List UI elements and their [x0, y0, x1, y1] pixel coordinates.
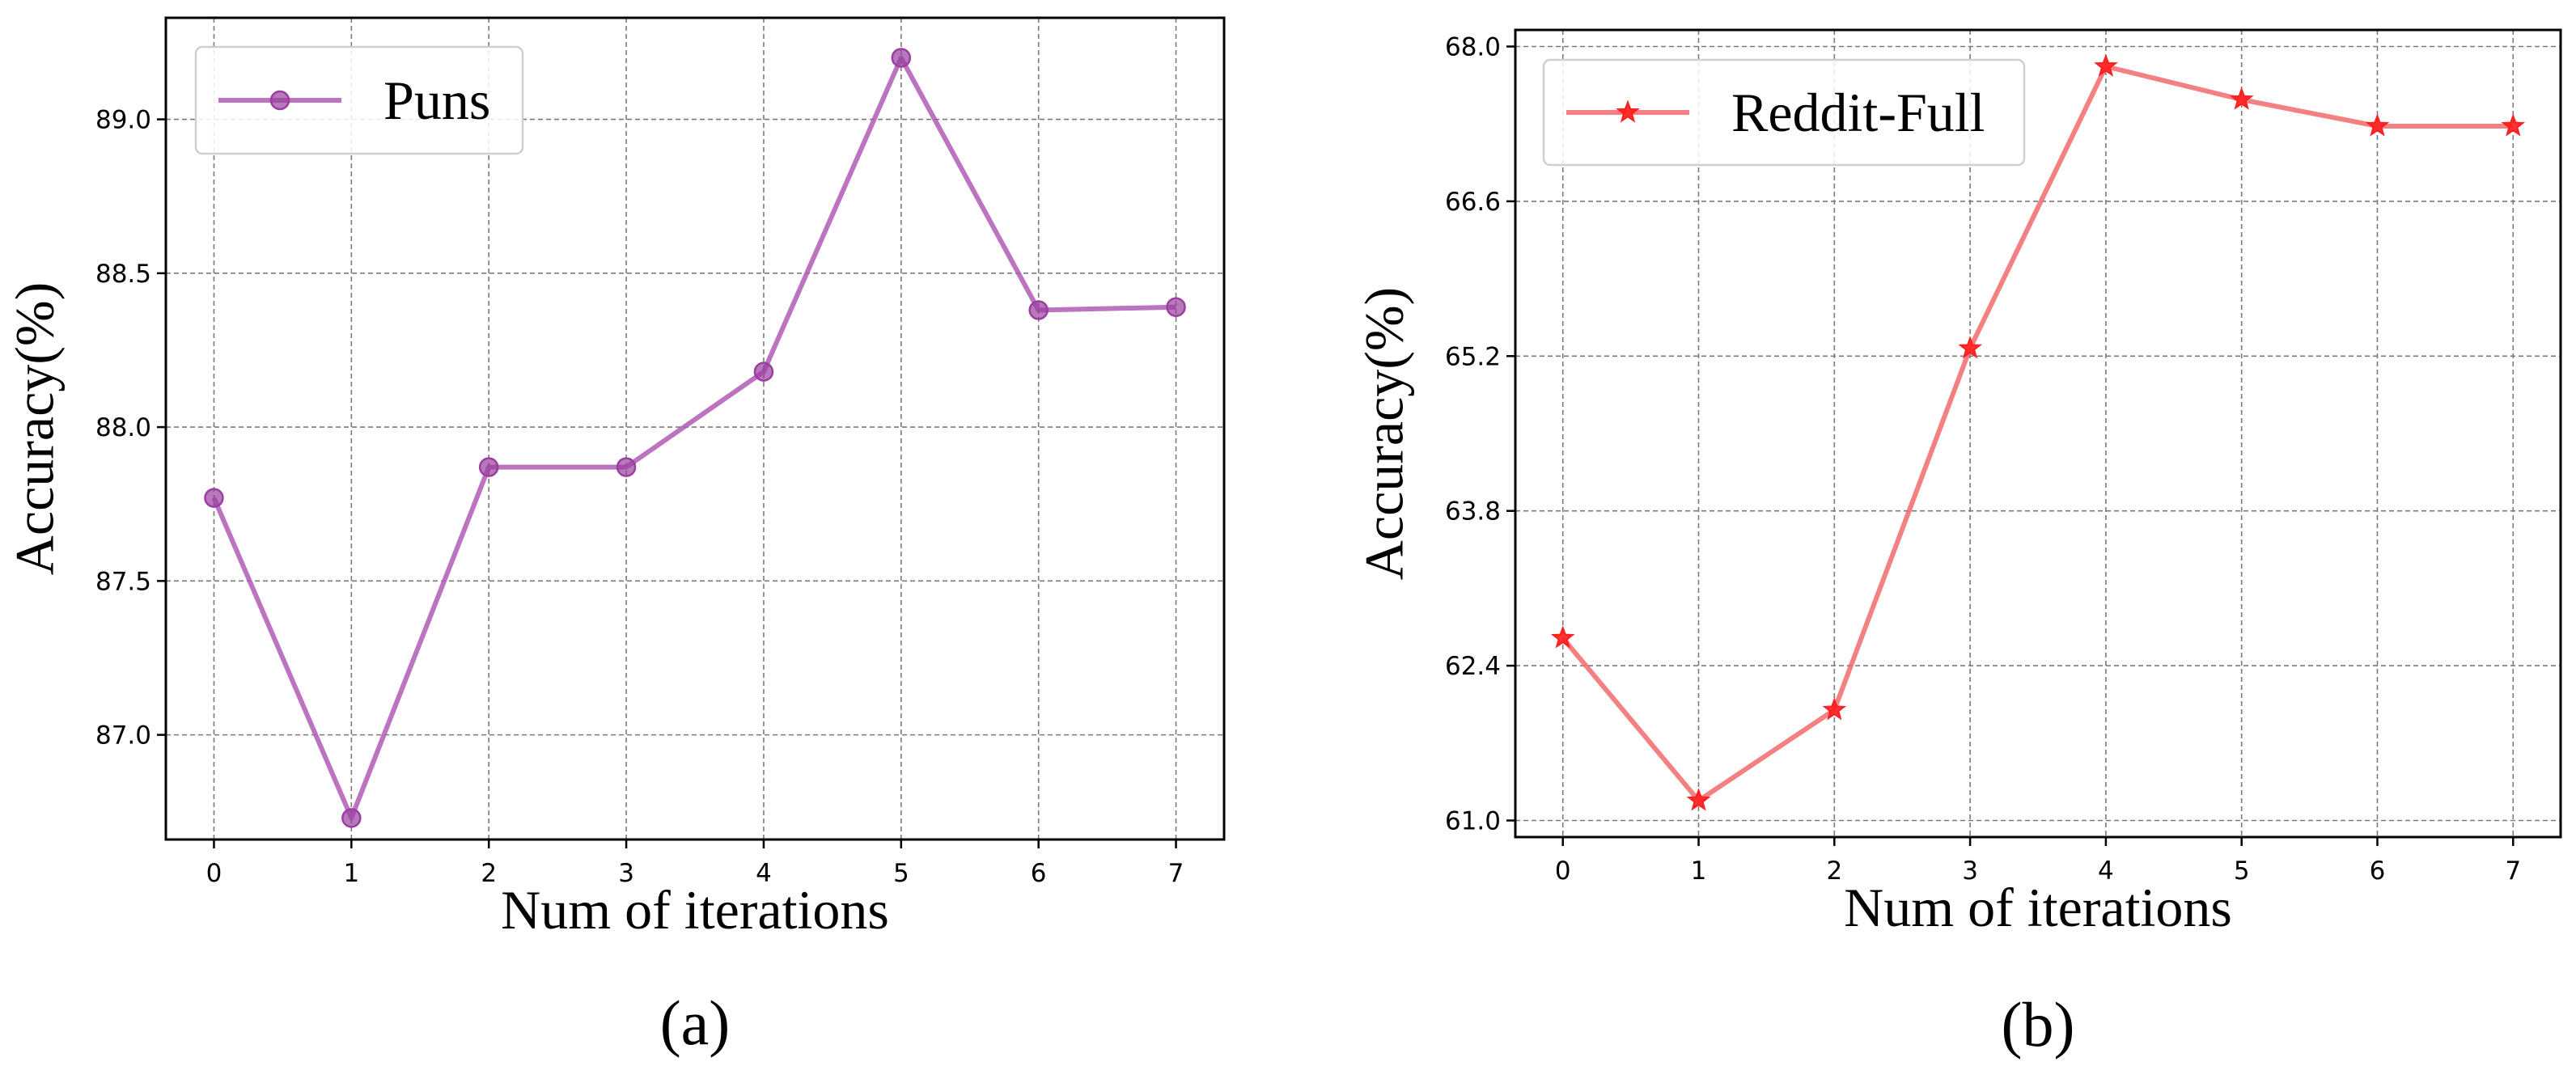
legend-b: Reddit-Full — [1542, 58, 2026, 167]
x-tick-label: 5 — [2234, 856, 2250, 886]
y-tick-label: 88.5 — [95, 260, 151, 289]
y-tick-label: 63.8 — [1445, 497, 1501, 527]
y-tick-label: 62.4 — [1445, 652, 1501, 681]
panel-caption: (a) — [660, 988, 731, 1058]
y-tick-label: 88.0 — [95, 413, 151, 442]
y-tick-label: 89.0 — [95, 106, 151, 135]
data-point — [2094, 53, 2118, 77]
data-point — [1028, 300, 1049, 320]
x-tick-label: 7 — [2505, 856, 2521, 886]
y-tick-label: 87.0 — [95, 721, 151, 751]
data-point — [204, 488, 224, 508]
legend-label: Reddit-Full — [1731, 82, 1985, 143]
x-tick-label: 1 — [343, 859, 359, 888]
data-point — [1822, 697, 1847, 721]
x-tick-label: 2 — [481, 859, 497, 888]
x-tick-label: 1 — [1691, 856, 1707, 886]
grid-a — [166, 18, 1224, 840]
y-tick-label: 87.5 — [95, 567, 151, 596]
y-tick-label: 65.2 — [1445, 342, 1501, 371]
series-reddit-full — [1550, 53, 2526, 811]
data-point — [753, 362, 774, 382]
x-tick-label: 4 — [2098, 856, 2114, 886]
data-point — [478, 457, 499, 477]
data-point — [1958, 336, 1982, 359]
data-point — [341, 808, 362, 828]
x-tick-label: 7 — [1168, 859, 1184, 888]
data-point — [1686, 788, 1711, 811]
y-tick-label: 66.6 — [1445, 188, 1501, 217]
x-tick-label: 6 — [1031, 859, 1047, 888]
y-ticks-b: 61.0 62.4 63.8 65.2 66.6 68.0 — [1445, 33, 1515, 835]
data-point — [891, 48, 912, 68]
series-line-puns — [211, 55, 1176, 821]
plot-frame-b — [1514, 28, 2562, 839]
x-ticks-a: 0 1 2 3 4 5 6 7 — [206, 840, 1184, 888]
x-tick-label: 0 — [206, 859, 222, 888]
legend-marker-circle-icon — [269, 90, 290, 111]
chart-panel-b: 61.0 62.4 63.8 65.2 66.6 68.0 0 1 2 3 4 … — [1354, 28, 2562, 1059]
x-tick-label: 5 — [893, 859, 909, 888]
series-line-reddit-full — [1561, 64, 2514, 803]
chart-panel-a: 87.0 87.5 88.0 88.5 89.0 0 1 2 3 4 5 6 7 — [4, 16, 1226, 1058]
legend-box — [194, 45, 524, 155]
data-point — [2501, 113, 2526, 137]
x-axis-label: Num of iterations — [501, 879, 889, 941]
y-tick-label: 68.0 — [1445, 33, 1501, 62]
grid-b — [1515, 30, 2561, 837]
y-axis-label: Accuracy(%) — [1354, 287, 1415, 580]
data-point — [2365, 113, 2390, 137]
y-tick-label: 61.0 — [1445, 806, 1501, 835]
data-point — [616, 457, 637, 477]
x-ticks-b: 0 1 2 3 4 5 6 7 — [1555, 837, 2521, 886]
data-point — [1166, 297, 1186, 317]
legend-label: Puns — [383, 70, 490, 131]
x-axis-label: Num of iterations — [1844, 877, 2232, 938]
x-tick-label: 2 — [1826, 856, 1842, 886]
panel-caption: (b) — [2002, 989, 2075, 1059]
legend-box — [1542, 58, 2026, 167]
x-tick-label: 3 — [1962, 856, 1978, 886]
data-point — [1550, 625, 1575, 649]
series-puns — [204, 48, 1186, 828]
plot-frame-a — [164, 16, 1226, 841]
data-point — [2229, 87, 2254, 110]
x-tick-label: 4 — [756, 859, 772, 888]
x-tick-label: 0 — [1555, 856, 1571, 886]
y-ticks-a: 87.0 87.5 88.0 88.5 89.0 — [95, 106, 166, 751]
y-axis-label: Accuracy(%) — [4, 282, 66, 575]
legend-marker-star-icon — [1616, 99, 1640, 123]
legend-a: Puns — [194, 45, 524, 155]
x-tick-label: 6 — [2370, 856, 2386, 886]
x-tick-label: 3 — [618, 859, 634, 888]
